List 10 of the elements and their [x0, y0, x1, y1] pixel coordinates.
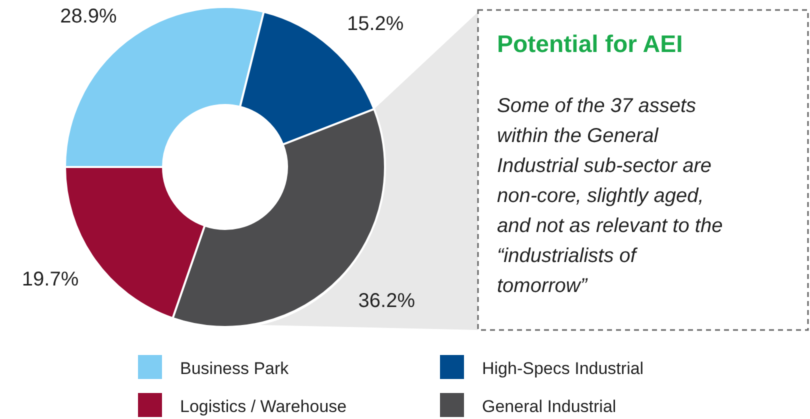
text: Some of the 37 assets within the General Industrial sub-sector are non-core, slightly aged, and not as relevant to the “industrialists of tomorrow”	[497, 95, 723, 297]
legend-label: Logistics / Warehouse	[180, 397, 347, 416]
data-label: 15.2%	[346, 12, 404, 35]
legend-label: Business Park	[180, 359, 290, 378]
data-label: 36.2%	[358, 290, 416, 312]
data-label: 28.9%	[60, 6, 118, 28]
data-label: 19.7%	[22, 268, 79, 290]
legend-label: General Industrial	[482, 397, 616, 416]
text: Potential for AEI	[497, 31, 683, 58]
legend-label: High-Specs Industrial	[482, 359, 644, 378]
